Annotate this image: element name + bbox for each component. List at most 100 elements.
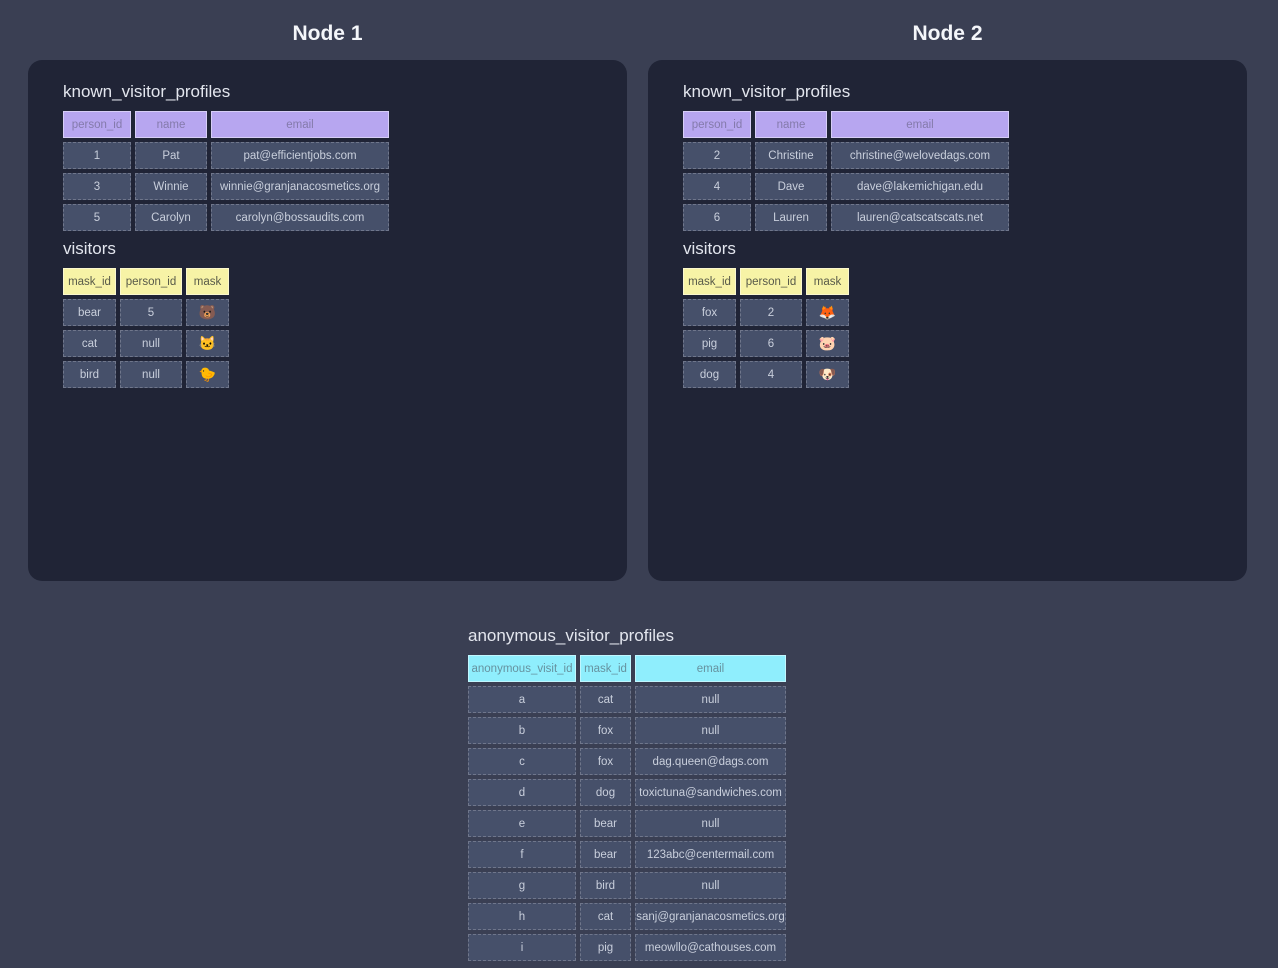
table-row: pig 6 🐷 [683,330,1227,357]
table-row: 6 Lauren lauren@catscatscats.net [683,204,1227,231]
visitors-table: mask_id person_id mask bear 5 🐻 cat null 🐱 bird nu… [63,268,607,388]
mask-emoji-cell: 🐤 [186,361,229,388]
table-cell: h [468,903,576,930]
table-header-row: mask_id person_id mask [63,268,607,295]
table-cell: dave@lakemichigan.edu [831,173,1009,200]
table-cell: 2 [683,142,751,169]
table-cell: christine@welovedags.com [831,142,1009,169]
table-row: b fox null [468,717,1278,744]
table-cell: bird [580,872,631,899]
header-cell: person_id [683,111,751,138]
table-row: dog 4 🐶 [683,361,1227,388]
table-cell: Christine [755,142,827,169]
table-cell: g [468,872,576,899]
table-cell: cat [580,903,631,930]
header-cell: person_id [120,268,182,295]
header-cell: mask [806,268,849,295]
table-cell: lauren@catscatscats.net [831,204,1009,231]
table-row: fox 2 🦊 [683,299,1227,326]
anonymous-visitor-profiles-title: anonymous_visitor_profiles [468,626,674,645]
table-cell: d [468,779,576,806]
table-row: 5 Carolyn carolyn@bossaudits.com [63,204,607,231]
visitors-title: visitors [683,239,736,258]
table-row: h cat sanj@granjanacosmetics.org [468,903,1278,930]
mask-emoji-cell: 🦊 [806,299,849,326]
table-cell: 4 [740,361,802,388]
table-cell: cat [63,330,116,357]
table-cell: cat [580,686,631,713]
table-cell: dog [683,361,736,388]
table-header-row: person_id name email [63,111,607,138]
anonymous-visitor-profiles-section: anonymous_visitor_profiles anonymous_vis… [0,626,1278,961]
known-visitor-profiles-table: person_id name email 1 Pat pat@efficientjobs.… [63,111,607,231]
table-cell: 2 [740,299,802,326]
table-row: a cat null [468,686,1278,713]
table-cell: 123abc@centermail.com [635,841,786,868]
header-cell: name [755,111,827,138]
header-cell: name [135,111,207,138]
table-cell: winnie@granjanacosmetics.org [211,173,389,200]
known-visitor-profiles-table: person_id name email 2 Christine christine@we… [683,111,1227,231]
table-cell: carolyn@bossaudits.com [211,204,389,231]
header-cell: mask_id [63,268,116,295]
table-row: i pig meowllo@cathouses.com [468,934,1278,961]
table-header-row: anonymous_visit_id mask_id email [468,655,1278,682]
table-cell: toxictuna@sandwiches.com [635,779,786,806]
mask-emoji-cell: 🐱 [186,330,229,357]
table-cell: null [635,810,786,837]
table-cell: fox [580,748,631,775]
known-visitor-profiles-title: known_visitor_profiles [63,82,231,101]
node-2: Node 2 known_visitor_profiles person_id n… [648,0,1247,581]
header-cell: person_id [63,111,131,138]
table-cell: e [468,810,576,837]
table-cell: bear [63,299,116,326]
table-cell: null [635,717,786,744]
table-cell: 3 [63,173,131,200]
header-cell: mask_id [580,655,631,682]
table-cell: null [635,872,786,899]
table-cell: b [468,717,576,744]
node-2-title: Node 2 [912,22,983,45]
table-cell: null [120,361,182,388]
table-cell: bear [580,841,631,868]
header-cell: email [635,655,786,682]
header-cell: person_id [740,268,802,295]
table-row: 3 Winnie winnie@granjanacosmetics.org [63,173,607,200]
table-header-row: mask_id person_id mask [683,268,1227,295]
table-row: bird null 🐤 [63,361,607,388]
table-cell: pat@efficientjobs.com [211,142,389,169]
table-cell: null [120,330,182,357]
table-cell: a [468,686,576,713]
nodes-row: Node 1 known_visitor_profiles person_id n… [28,0,1247,581]
header-cell: anonymous_visit_id [468,655,576,682]
node-1-title: Node 1 [292,22,363,45]
known-visitor-profiles-title: known_visitor_profiles [683,82,851,101]
header-cell: email [211,111,389,138]
table-cell: meowllo@cathouses.com [635,934,786,961]
table-cell: fox [683,299,736,326]
anonymous-visitor-profiles-table: anonymous_visit_id mask_id email a cat null b f… [468,655,1278,961]
table-row: d dog toxictuna@sandwiches.com [468,779,1278,806]
table-cell: pig [580,934,631,961]
table-header-row: person_id name email [683,111,1227,138]
header-cell: email [831,111,1009,138]
table-cell: i [468,934,576,961]
table-row: bear 5 🐻 [63,299,607,326]
mask-emoji-cell: 🐶 [806,361,849,388]
table-cell: bear [580,810,631,837]
header-cell: mask_id [683,268,736,295]
table-row: c fox dag.queen@dags.com [468,748,1278,775]
table-cell: 6 [683,204,751,231]
table-cell: f [468,841,576,868]
visitors-title: visitors [63,239,116,258]
table-cell: Dave [755,173,827,200]
mask-emoji-cell: 🐷 [806,330,849,357]
table-cell: dog [580,779,631,806]
node-1: Node 1 known_visitor_profiles person_id n… [28,0,627,581]
table-cell: 6 [740,330,802,357]
table-cell: Winnie [135,173,207,200]
table-cell: null [635,686,786,713]
table-cell: fox [580,717,631,744]
table-cell: 1 [63,142,131,169]
